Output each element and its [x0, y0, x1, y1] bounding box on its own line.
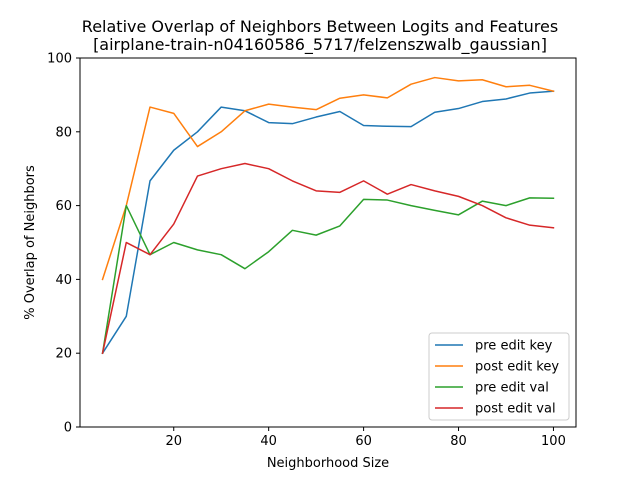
y-tick-label: 20: [55, 347, 72, 362]
y-tick-label: 60: [55, 199, 72, 214]
y-tick-label: 100: [47, 52, 72, 67]
series-line-pre-edit-val: [101, 197, 555, 355]
legend: pre edit key post edit key pre edit val pos…: [428, 332, 570, 421]
x-tick-label: 80: [450, 434, 467, 449]
x-axis-label: Neighborhood Size: [267, 456, 389, 471]
series-line-post-edit-val: [101, 162, 555, 355]
x-tick-label: 100: [541, 434, 566, 449]
series-line-post-edit-key: [101, 76, 555, 281]
ticks-layer: 20 40 60 80 100 0 20 40 60 80 100: [47, 52, 566, 450]
y-tick-label: 40: [55, 273, 72, 288]
y-tick-label: 80: [55, 125, 72, 140]
plot-frame: [79, 57, 577, 428]
series-line-pre-edit-key: [101, 90, 555, 355]
y-axis-label: % Overlap of Neighbors: [23, 165, 38, 320]
legend-label-post-edit-val: post edit val: [475, 402, 556, 417]
legend-label-pre-edit-key: pre edit key: [475, 339, 553, 354]
x-tick-label: 20: [165, 434, 182, 449]
x-tick-label: 60: [355, 434, 372, 449]
x-tick-label: 40: [260, 434, 277, 449]
legend-label-pre-edit-val: pre edit val: [475, 381, 549, 396]
chart-title: Relative Overlap of Neighbors Between Lo…: [82, 17, 558, 36]
legend-box: [428, 332, 570, 421]
series-layer: [101, 76, 555, 355]
chart-subtitle: [airplane-train-n04160586_5717/felzenszw…: [93, 35, 547, 55]
legend-label-post-edit-key: post edit key: [475, 360, 559, 375]
y-tick-label: 0: [64, 421, 72, 436]
